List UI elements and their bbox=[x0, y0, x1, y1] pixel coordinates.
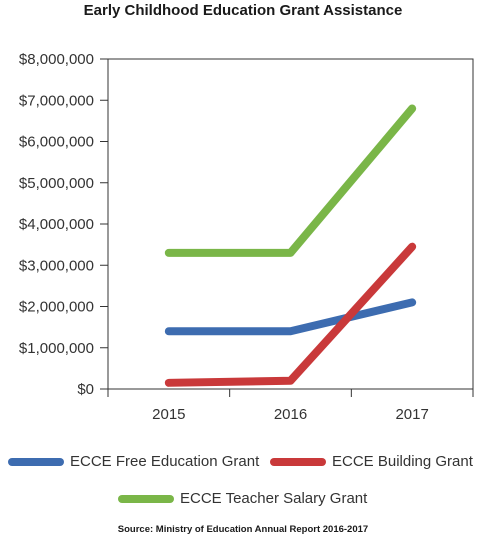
legend-item-building: ECCE Building Grant bbox=[270, 453, 473, 470]
legend-swatch bbox=[8, 457, 64, 466]
legend-label: ECCE Building Grant bbox=[332, 453, 473, 470]
x-axis-ticks: 2015 2016 2017 bbox=[107, 389, 474, 423]
x-tick-label: 2015 bbox=[152, 406, 185, 423]
x-tick-label: 2016 bbox=[274, 406, 307, 423]
y-tick-label: $8,000,000 bbox=[19, 51, 94, 68]
series-line-0 bbox=[164, 298, 417, 336]
y-tick-label: $4,000,000 bbox=[19, 216, 94, 233]
x-tick-label: 2017 bbox=[395, 406, 428, 423]
legend-item-teacher-salary: ECCE Teacher Salary Grant bbox=[118, 490, 367, 507]
legend-swatch bbox=[270, 457, 326, 466]
series-line-2 bbox=[164, 104, 417, 257]
y-tick-label: $7,000,000 bbox=[19, 92, 94, 109]
y-tick-label: $1,000,000 bbox=[19, 340, 94, 357]
series-line-1 bbox=[164, 242, 417, 387]
source-note: Source: Ministry of Education Annual Rep… bbox=[117, 524, 369, 535]
y-tick-label: $6,000,000 bbox=[19, 134, 94, 151]
plot-area bbox=[107, 58, 474, 390]
y-tick-label: $2,000,000 bbox=[19, 299, 94, 316]
legend-item-free-education: ECCE Free Education Grant bbox=[8, 453, 259, 470]
legend-label: ECCE Free Education Grant bbox=[70, 453, 260, 470]
chart-title: Early Childhood Education Grant Assistan… bbox=[83, 2, 403, 19]
y-tick-label: $5,000,000 bbox=[19, 175, 94, 192]
series-lines bbox=[164, 104, 417, 387]
legend-swatch bbox=[118, 494, 174, 503]
y-axis-ticks: $0 $1,000,000 $2,000,000 $3,000,000 $4,000,0… bbox=[19, 51, 108, 398]
y-tick-label: $0 bbox=[77, 381, 94, 398]
y-tick-label: $3,000,000 bbox=[19, 257, 94, 274]
legend-label: ECCE Teacher Salary Grant bbox=[180, 490, 368, 507]
